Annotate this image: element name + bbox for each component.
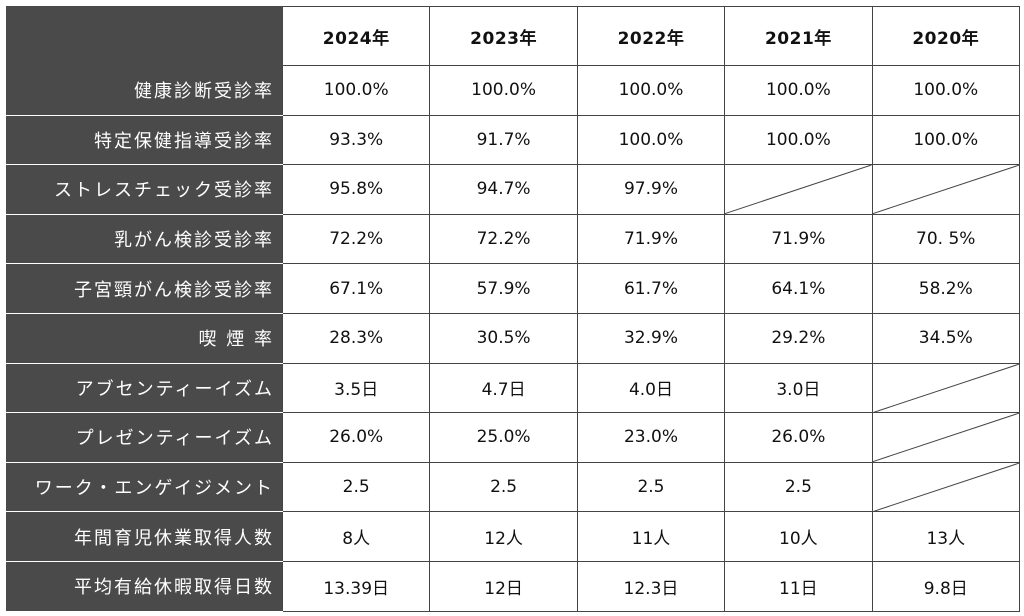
value-cell: 72.2% xyxy=(281,213,431,265)
table-row: ストレスチェック受診率 95.8% 94.7% 97.9% xyxy=(6,164,1020,215)
empty-cell-slash xyxy=(871,164,1020,215)
value-cell: 25.0% xyxy=(429,412,578,463)
year-header: 2022年 xyxy=(576,6,726,66)
row-label: ワーク・エンゲイジメント xyxy=(6,461,283,513)
value-cell: 100.0% xyxy=(724,114,873,166)
row-label: プレゼンティーイズム xyxy=(6,412,283,463)
value-cell: 97.9% xyxy=(576,164,726,215)
value-cell: 12日 xyxy=(429,560,578,612)
value-cell: 91.7% xyxy=(429,114,578,166)
value-cell: 61.7% xyxy=(576,263,726,314)
value-cell: 100.0% xyxy=(871,65,1020,116)
value-cell: 11日 xyxy=(724,560,873,612)
empty-cell-slash xyxy=(871,412,1020,463)
value-cell: 4.7日 xyxy=(429,362,578,414)
row-label: 平均有給休暇取得日数 xyxy=(6,560,283,612)
empty-cell-slash xyxy=(724,164,873,215)
value-cell: 64.1% xyxy=(724,263,873,314)
value-cell: 12.3日 xyxy=(576,560,726,612)
value-cell: 71.9% xyxy=(724,213,873,265)
year-header: 2021年 xyxy=(724,6,873,66)
value-cell: 2.5 xyxy=(429,461,578,513)
value-cell: 26.0% xyxy=(724,412,873,463)
row-label: 子宮頸がん検診受診率 xyxy=(6,263,283,314)
table-row: アブセンティーイズム 3.5日 4.7日 4.0日 3.0日 xyxy=(6,362,1020,414)
value-cell: 100.0% xyxy=(576,65,726,116)
value-cell: 67.1% xyxy=(281,263,431,314)
value-cell: 11人 xyxy=(576,511,726,562)
value-cell: 100.0% xyxy=(871,114,1020,166)
value-cell: 32.9% xyxy=(576,312,726,364)
row-label: ストレスチェック受診率 xyxy=(6,164,283,215)
value-cell: 71.9% xyxy=(576,213,726,265)
table-row: 年間育児休業取得人数 8人 12人 11人 10人 13人 xyxy=(6,511,1020,562)
value-cell: 29.2% xyxy=(724,312,873,364)
value-cell: 95.8% xyxy=(281,164,431,215)
year-header: 2020年 xyxy=(871,6,1020,66)
row-label: 喫 煙 率 xyxy=(6,312,283,364)
row-label: 特定保健指導受診率 xyxy=(6,114,283,166)
table-row: ワーク・エンゲイジメント 2.5 2.5 2.5 2.5 xyxy=(6,461,1020,513)
value-cell: 58.2% xyxy=(871,263,1020,314)
value-cell: 3.5日 xyxy=(281,362,431,414)
value-cell: 94.7% xyxy=(429,164,578,215)
row-label: 健康診断受診率 xyxy=(6,65,283,116)
value-cell: 100.0% xyxy=(281,65,431,116)
value-cell: 8人 xyxy=(281,511,431,562)
header-row: 2024年 2023年 2022年 2021年 2020年 xyxy=(6,6,1020,66)
value-cell: 23.0% xyxy=(576,412,726,463)
table-row: プレゼンティーイズム 26.0% 25.0% 23.0% 26.0% xyxy=(6,412,1020,463)
value-cell: 9.8日 xyxy=(871,560,1020,612)
value-cell: 100.0% xyxy=(724,65,873,116)
value-cell: 70. 5% xyxy=(871,213,1020,265)
diagonal-slash-icon xyxy=(873,463,1019,512)
diagonal-slash-icon xyxy=(725,165,871,214)
value-cell: 2.5 xyxy=(281,461,431,513)
health-metrics-table-container: 2024年 2023年 2022年 2021年 2020年 健康診断受診率 100… xyxy=(6,6,1020,612)
value-cell: 12人 xyxy=(429,511,578,562)
health-metrics-table: 2024年 2023年 2022年 2021年 2020年 健康診断受診率 100… xyxy=(6,6,1020,612)
table-row: 乳がん検診受診率 72.2% 72.2% 71.9% 71.9% 70. 5% xyxy=(6,213,1020,265)
value-cell: 13.39日 xyxy=(281,560,431,612)
value-cell: 57.9% xyxy=(429,263,578,314)
year-header: 2024年 xyxy=(281,6,431,66)
table-row: 平均有給休暇取得日数 13.39日 12日 12.3日 11日 9.8日 xyxy=(6,560,1020,612)
row-label: 年間育児休業取得人数 xyxy=(6,511,283,562)
diagonal-slash-icon xyxy=(873,364,1019,413)
year-header: 2023年 xyxy=(429,6,578,66)
value-cell: 34.5% xyxy=(871,312,1020,364)
value-cell: 10人 xyxy=(724,511,873,562)
row-label: アブセンティーイズム xyxy=(6,362,283,414)
table-row: 特定保健指導受診率 93.3% 91.7% 100.0% 100.0% 100.0% xyxy=(6,114,1020,166)
diagonal-slash-icon xyxy=(873,165,1019,214)
value-cell: 3.0日 xyxy=(724,362,873,414)
value-cell: 30.5% xyxy=(429,312,578,364)
table-row: 健康診断受診率 100.0% 100.0% 100.0% 100.0% 100.0% xyxy=(6,65,1020,116)
value-cell: 100.0% xyxy=(429,65,578,116)
table-row: 子宮頸がん検診受診率 67.1% 57.9% 61.7% 64.1% 58.2% xyxy=(6,263,1020,314)
table-row: 喫 煙 率 28.3% 30.5% 32.9% 29.2% 34.5% xyxy=(6,312,1020,364)
value-cell: 93.3% xyxy=(281,114,431,166)
empty-cell-slash xyxy=(871,461,1020,513)
empty-cell-slash xyxy=(871,362,1020,414)
value-cell: 4.0日 xyxy=(576,362,726,414)
value-cell: 100.0% xyxy=(576,114,726,166)
diagonal-slash-icon xyxy=(873,413,1019,462)
corner-cell xyxy=(6,6,283,66)
value-cell: 2.5 xyxy=(724,461,873,513)
row-label: 乳がん検診受診率 xyxy=(6,213,283,265)
value-cell: 28.3% xyxy=(281,312,431,364)
value-cell: 26.0% xyxy=(281,412,431,463)
value-cell: 13人 xyxy=(871,511,1020,562)
value-cell: 72.2% xyxy=(429,213,578,265)
value-cell: 2.5 xyxy=(576,461,726,513)
